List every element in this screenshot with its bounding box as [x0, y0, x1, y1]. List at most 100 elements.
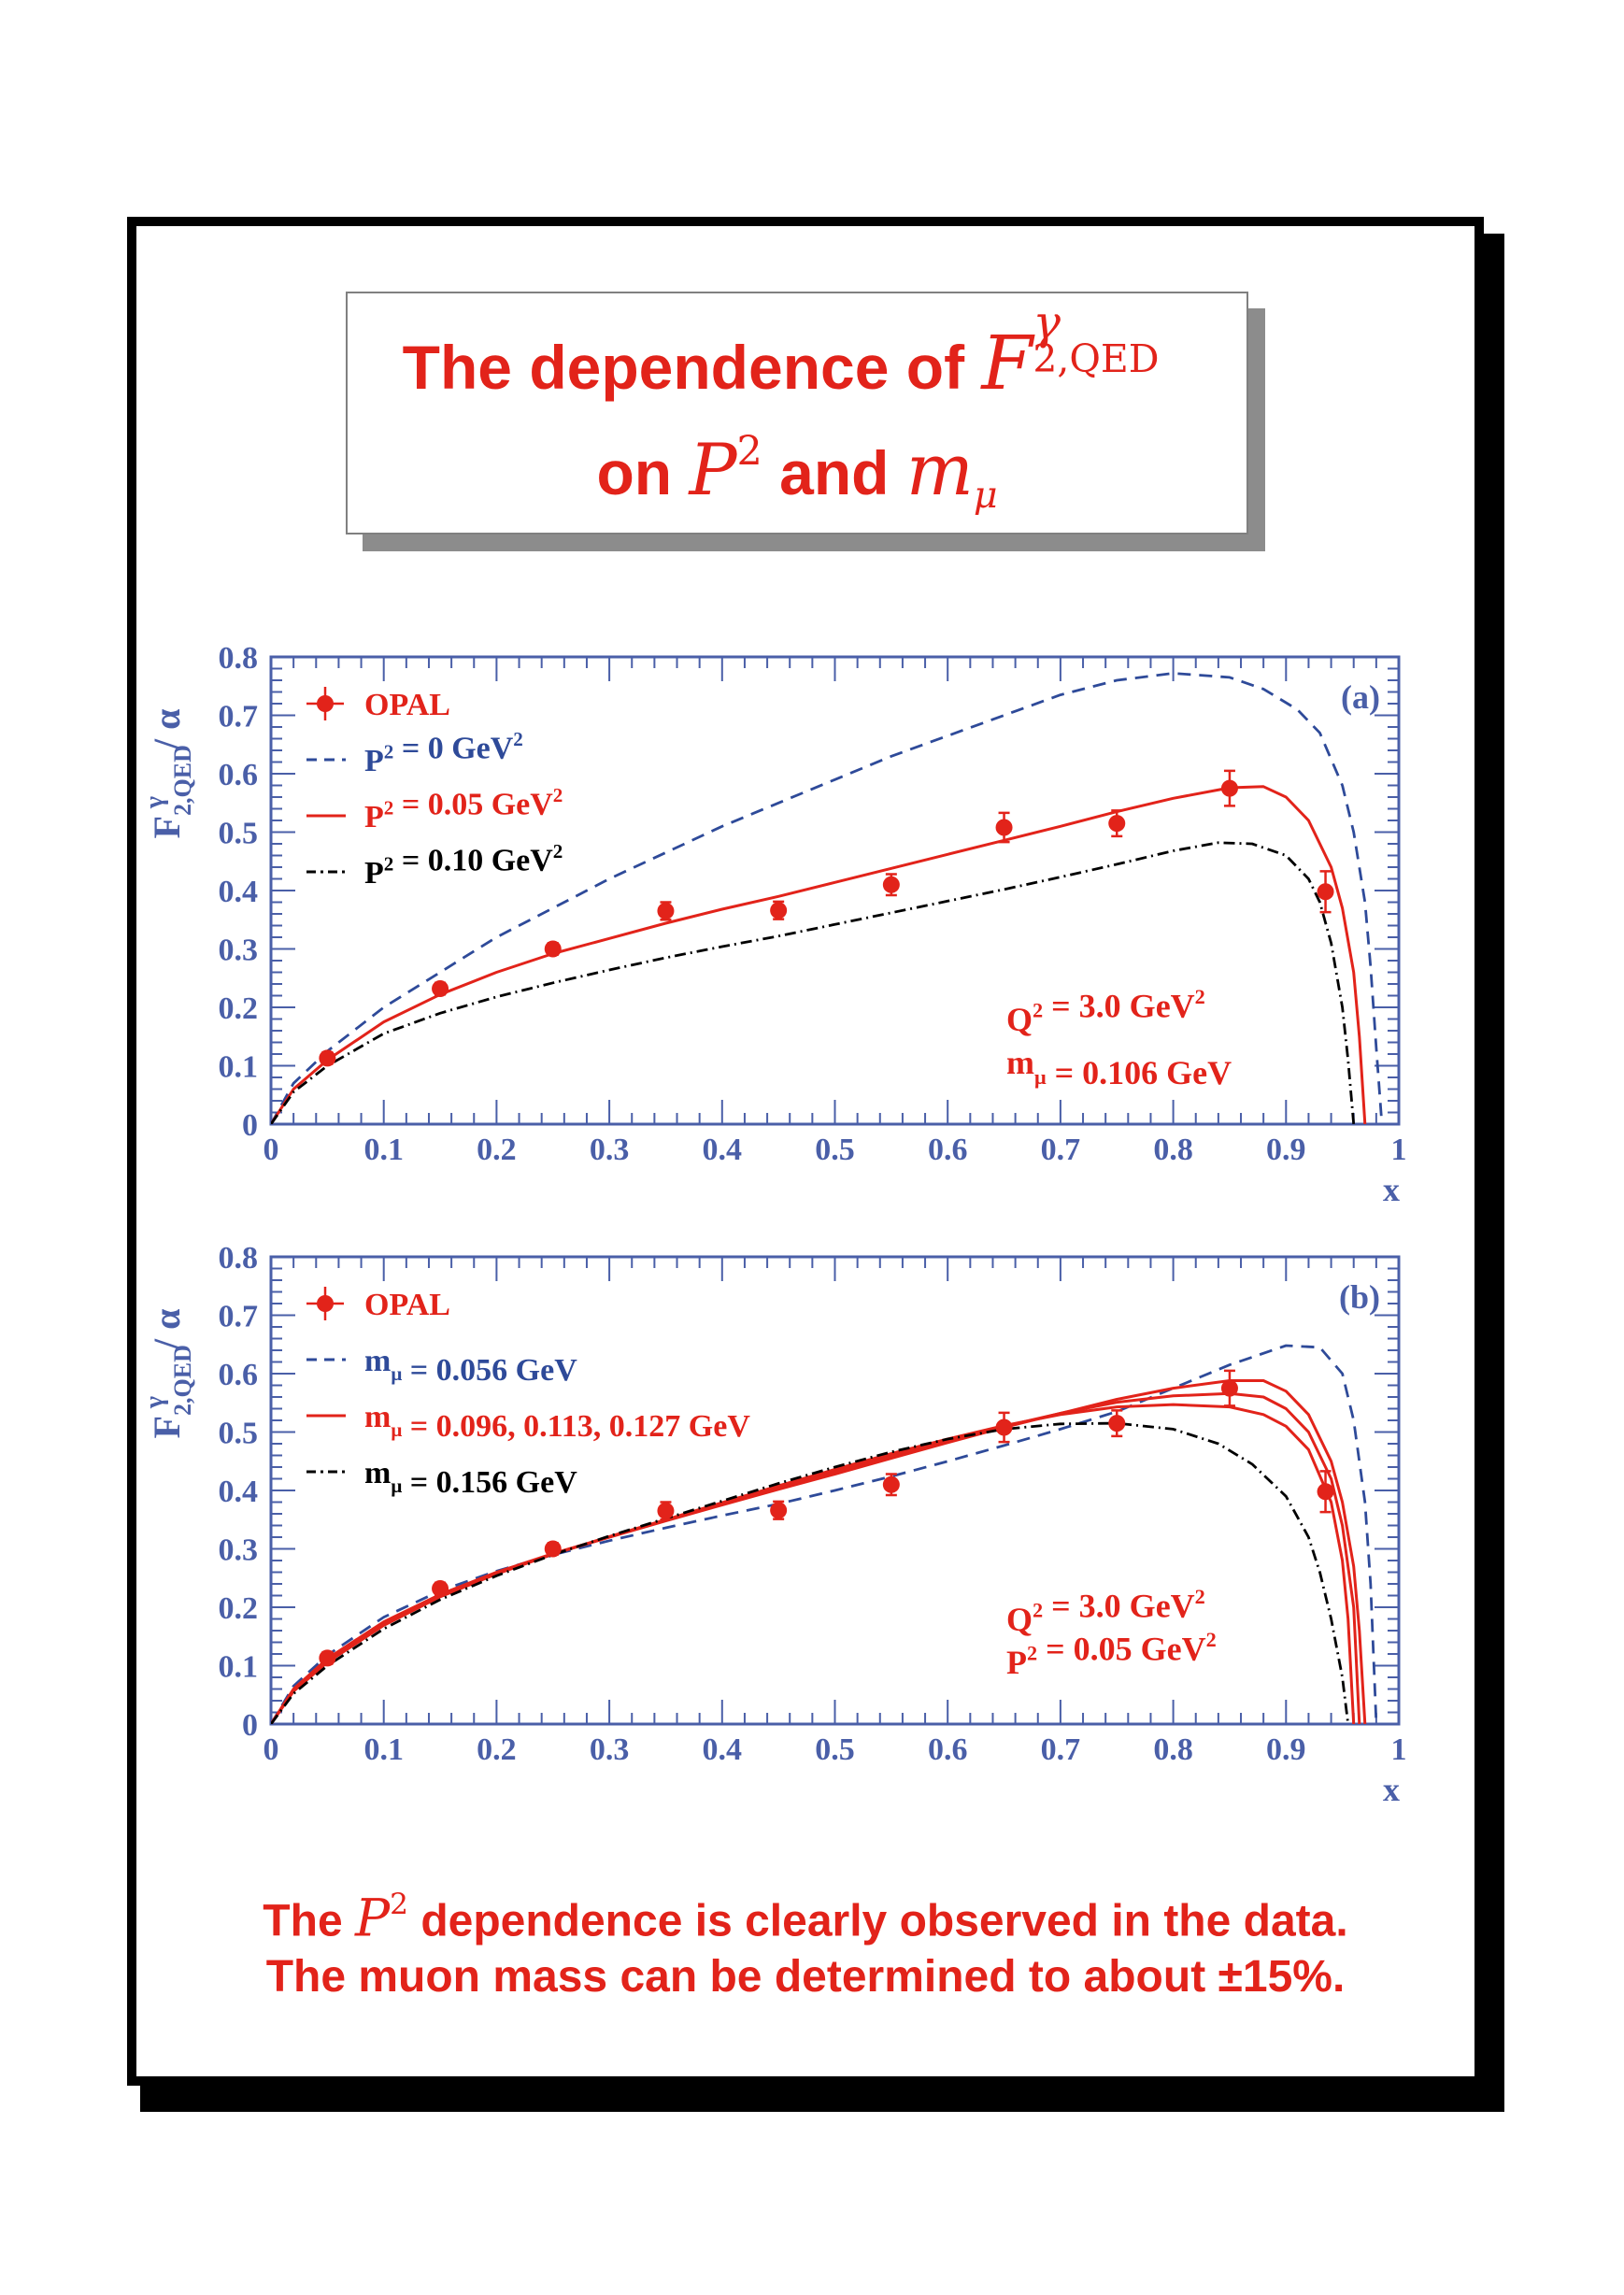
annotation: mμ = 0.106 GeV [1006, 1044, 1232, 1091]
data-point [995, 819, 1013, 836]
x-tick-label: 0.3 [590, 1732, 630, 1767]
x-tick-label: 0.2 [477, 1133, 517, 1167]
panel-label: (a) [1341, 678, 1380, 716]
data-point [432, 980, 449, 997]
conclusion-symbol-p: P [354, 1889, 391, 1949]
x-tick-label: 0.7 [1041, 1133, 1081, 1167]
title-symbol-m: m [905, 429, 974, 511]
x-tick-label: 0.1 [363, 1133, 404, 1167]
x-tick-label: 0.9 [1266, 1732, 1306, 1767]
y-tick-label: 0 [242, 1108, 258, 1143]
data-point [770, 1502, 788, 1519]
annotation: P2 = 0.05 GeV2 [1006, 1628, 1217, 1681]
legend-label: OPAL [364, 688, 450, 722]
y-tick-label: 0.4 [219, 875, 259, 909]
data-point [432, 1580, 449, 1597]
x-tick-label: 1 [1391, 1732, 1407, 1767]
x-tick-label: 0 [264, 1732, 279, 1767]
conclusion-text-1: dependence is clearly observed in the da… [420, 1896, 1348, 1946]
data-point [1108, 1415, 1126, 1433]
y-axis-label: F2,QEDγ / α [140, 709, 196, 839]
conclusion-text-2: The muon mass can be determined to about [265, 1952, 1206, 2002]
y-tick-label: 0.4 [219, 1475, 259, 1509]
data-point [1220, 779, 1238, 797]
chart-panel-b: 0 0.1 0.2 0.3 0.4 0.5 0.6 0.7 0.8 0.9 1 0 0.1 0.2 0.3 0… [140, 1241, 1407, 1808]
title-on: on [596, 438, 673, 507]
x-axis-label: x [1383, 1771, 1400, 1808]
y-tick-label: 0.3 [219, 1533, 259, 1568]
series-group [271, 1344, 1378, 1724]
series-line [271, 1403, 1356, 1724]
y-tick-label: 0.1 [219, 1050, 259, 1085]
y-tick-label: 0.8 [219, 1241, 259, 1276]
conclusion-line-2: The muon mass can be determined to about… [140, 1951, 1471, 2003]
x-tick-label: 0.8 [1153, 1133, 1193, 1167]
legend-label: OPAL [364, 1288, 450, 1322]
y-tick-label: 0.3 [219, 934, 259, 968]
legend-label: P2 = 0.10 GeV2 [364, 840, 563, 891]
panel-label: (b) [1339, 1278, 1380, 1316]
title-symbol-mu: μ [973, 473, 998, 517]
conclusion-symbol-p-sup: 2 [390, 1888, 408, 1921]
title-symbol-p-sup: 2 [736, 427, 762, 475]
data-point [995, 1418, 1013, 1436]
legend-label: mμ = 0.156 GeV [364, 1456, 577, 1500]
legend-label: P2 = 0 GeV2 [364, 728, 523, 778]
x-axis-label: x [1383, 1171, 1400, 1208]
y-tick-label: 0 [242, 1708, 258, 1743]
x-tick-label: 0.6 [928, 1133, 968, 1167]
title-symbol-f: F [981, 320, 1033, 406]
legend-marker [317, 1295, 334, 1312]
x-tick-label: 0.9 [1266, 1133, 1306, 1167]
legend-label: mμ = 0.056 GeV [364, 1344, 577, 1388]
title-symbol-sub: 2,QED [1033, 336, 1160, 382]
series-group [271, 672, 1384, 1124]
data-point [657, 902, 675, 919]
data-point [319, 1049, 336, 1067]
series-line [271, 1344, 1378, 1724]
y-tick-label: 0.2 [219, 991, 259, 1026]
series-line [271, 672, 1384, 1124]
y-tick-label: 0.6 [219, 758, 259, 792]
x-tick-label: 0.4 [703, 1133, 743, 1167]
data-point [544, 940, 562, 958]
title-symbol-gamma: γ [1033, 294, 1061, 349]
data-point [657, 1502, 675, 1519]
x-tick-label: 1 [1391, 1133, 1407, 1167]
data-point [319, 1649, 336, 1667]
data-point [1317, 883, 1334, 901]
data-point [1220, 1379, 1238, 1397]
y-tick-label: 0.5 [219, 1417, 259, 1451]
legend-marker [317, 695, 334, 712]
y-tick-label: 0.2 [219, 1591, 259, 1626]
annotation: Q2 = 3.0 GeV2 [1006, 1585, 1205, 1638]
title-symbol-p: P [689, 429, 737, 511]
chart-panel-a: 0 0.1 0.2 0.3 0.4 0.5 0.6 0.7 0.8 0.9 1 0 0.1 0.2 0.3 0… [140, 641, 1407, 1208]
data-point [1317, 1483, 1334, 1501]
annotation: Q2 = 3.0 GeV2 [1006, 985, 1205, 1038]
series-line [271, 785, 1367, 1124]
legend-label: P2 = 0.05 GeV2 [364, 784, 563, 834]
title-line-2: on P2 and mμ [348, 424, 1246, 520]
x-tick-label: 0.3 [590, 1133, 630, 1167]
x-tick-label: 0.5 [815, 1133, 855, 1167]
data-point [882, 876, 900, 893]
x-tick-label: 0.2 [477, 1732, 517, 1767]
y-axis-label: F2,QEDγ / α [140, 1309, 196, 1439]
series-line [271, 841, 1356, 1124]
x-tick-label: 0.8 [1153, 1732, 1193, 1767]
data-point [544, 1540, 562, 1558]
y-tick-label: 0.5 [219, 817, 259, 851]
conclusion-the: The [263, 1896, 343, 1946]
data-point [770, 902, 788, 919]
y-tick-label: 0.7 [219, 1300, 259, 1334]
x-tick-label: 0.1 [363, 1732, 404, 1767]
x-tick-label: 0.5 [815, 1732, 855, 1767]
x-tick-label: 0.4 [703, 1732, 743, 1767]
y-tick-label: 0.6 [219, 1358, 259, 1392]
title-and: and [779, 438, 890, 507]
data-point [1108, 815, 1126, 833]
title-text: The dependence of [402, 333, 965, 402]
